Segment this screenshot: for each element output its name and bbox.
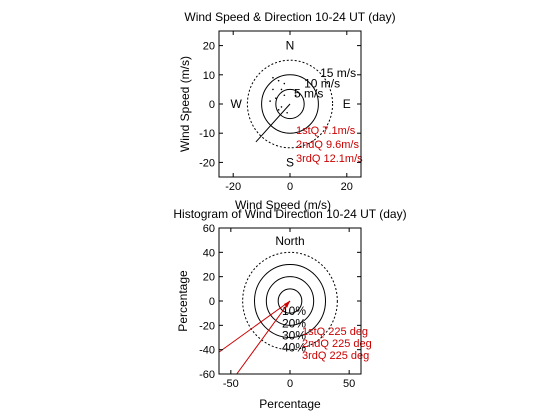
- north-label: North: [275, 234, 304, 248]
- percentage-ring-label-1: 10%: [282, 304, 306, 318]
- direction-histogram-y-tick-label: -20: [199, 320, 215, 332]
- speed-quartile-3: 3rdQ 12.1m/s: [296, 153, 363, 165]
- wind-speed-chart-title: Wind Speed & Direction 10-24 UT (day): [184, 10, 395, 24]
- wind-sample-point: [294, 94, 297, 97]
- wind-speed-y-tick-label: 20: [203, 41, 215, 53]
- wind-speed-x-tick-label: 20: [341, 181, 353, 193]
- direction-quartile-1: 1stQ 225 deg: [302, 326, 368, 338]
- speed-quartile-1: 1stQ 7.1m/s: [296, 125, 356, 137]
- direction-arrowhead: [284, 301, 290, 308]
- wind-speed-y-tick-label: 0: [209, 99, 215, 111]
- percentage-ring-2: [265, 276, 315, 326]
- wind-sample-point: [280, 88, 283, 91]
- compass-north: N: [286, 39, 295, 53]
- compass-east: E: [343, 97, 351, 111]
- wind-speed-y-tick-label: 10: [203, 70, 215, 82]
- wind-speed-x-tick-label: -20: [225, 181, 241, 193]
- direction-histogram-y-tick-label: -40: [199, 345, 215, 357]
- direction-histogram-y-tick-label: 20: [203, 272, 215, 284]
- wind-sample-point: [283, 94, 286, 97]
- speed-ring-2: [261, 74, 319, 134]
- direction-histogram-x-tick-label: 0: [287, 378, 293, 390]
- percentage-ring-4: [242, 251, 338, 351]
- wind-speed-y-tick-label: -10: [199, 128, 215, 140]
- wind-sample-point: [277, 109, 280, 111]
- speed-ring-label-2: 10 m/s: [304, 76, 340, 90]
- wind-speed-plot-content: 5 m/s10 m/s15 m/s N S E W 1stQ 7.1m/s 2ndQ 9.6…: [231, 39, 364, 170]
- wind-sample-point: [275, 97, 277, 99]
- direction-histogram-x-tick-label: 50: [343, 378, 355, 390]
- direction-histogram-y-axis-label: Percentage: [176, 270, 190, 332]
- wind-speed-ticks: -20 0 20 -20 -10 0 10 20: [199, 31, 361, 193]
- percentage-ring-3: [254, 264, 326, 338]
- direction-histogram-y-tick-label: 0: [209, 296, 215, 308]
- wind-sample-point: [269, 100, 271, 102]
- wind-speed-y-axis-label: Wind Speed (m/s): [178, 56, 192, 152]
- wind-sample-point: [272, 76, 274, 79]
- percentage-ring-1: [277, 288, 303, 314]
- speed-quartile-2: 2ndQ 9.6m/s: [296, 139, 359, 151]
- direction-histogram-x-axis-label: Percentage: [259, 397, 321, 411]
- direction-histogram-ticks: -50 0 50 -60 -40 -20 0 20 40 60: [199, 223, 361, 390]
- wind-sample-point: [283, 82, 286, 85]
- speed-ring-label-1: 5 m/s: [294, 87, 323, 101]
- percentage-ring-label-2: 20%: [282, 316, 306, 330]
- direction-vector-1: [218, 300, 291, 353]
- speed-ring-3: [246, 59, 334, 149]
- direction-vector-2: [236, 300, 291, 375]
- percentage-ring-label-4: 40%: [282, 341, 306, 355]
- speed-ring-1: [275, 88, 305, 120]
- wind-sample-point: [286, 111, 288, 114]
- wind-sample-point: [280, 106, 283, 108]
- speed-ring-label-3: 15 m/s: [320, 66, 356, 80]
- wind-speed-y-tick-label: -20: [199, 157, 215, 169]
- direction-histogram-y-tick-label: -60: [199, 369, 215, 381]
- direction-histogram-y-tick-label: 60: [203, 223, 215, 235]
- direction-quartile-3: 3rdQ 225 deg: [302, 350, 369, 362]
- compass-west: W: [231, 97, 243, 111]
- percentage-ring-label-3: 30%: [282, 329, 306, 343]
- compass-south: S: [286, 155, 294, 169]
- wind-sample-point: [272, 88, 274, 91]
- wind-speed-x-tick-label: 0: [287, 181, 293, 193]
- direction-histogram-y-tick-label: 40: [203, 247, 215, 259]
- mean-wind-vector: [255, 103, 291, 143]
- wind-speed-x-axis-label: Wind Speed (m/s): [235, 198, 331, 212]
- wind-sample-point: [277, 79, 280, 82]
- direction-quartile-2: 2ndQ 225 deg: [302, 338, 372, 350]
- direction-histogram-x-tick-label: -50: [223, 378, 239, 390]
- direction-histogram-title: Histogram of Wind Direction 10-24 UT (da…: [173, 207, 406, 221]
